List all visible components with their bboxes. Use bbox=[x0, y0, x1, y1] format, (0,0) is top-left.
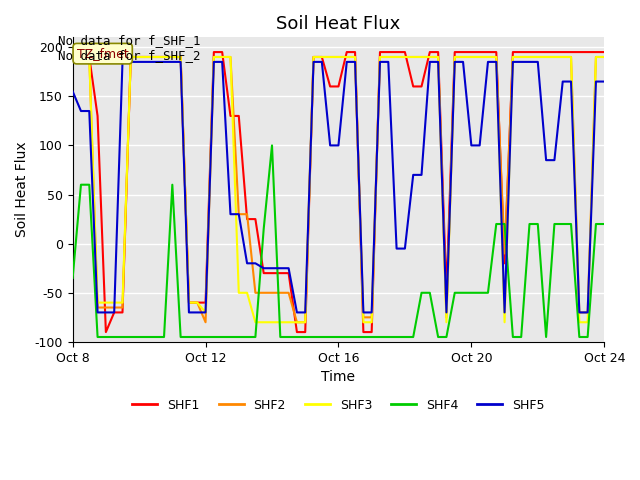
Title: Soil Heat Flux: Soil Heat Flux bbox=[276, 15, 401, 33]
Text: TZ_fmet: TZ_fmet bbox=[77, 47, 129, 60]
Legend: SHF1, SHF2, SHF3, SHF4, SHF5: SHF1, SHF2, SHF3, SHF4, SHF5 bbox=[127, 394, 550, 417]
Y-axis label: Soil Heat Flux: Soil Heat Flux bbox=[15, 142, 29, 238]
Text: No data for f_SHF_1
No data for f_SHF_2: No data for f_SHF_1 No data for f_SHF_2 bbox=[58, 34, 200, 61]
X-axis label: Time: Time bbox=[321, 370, 355, 384]
